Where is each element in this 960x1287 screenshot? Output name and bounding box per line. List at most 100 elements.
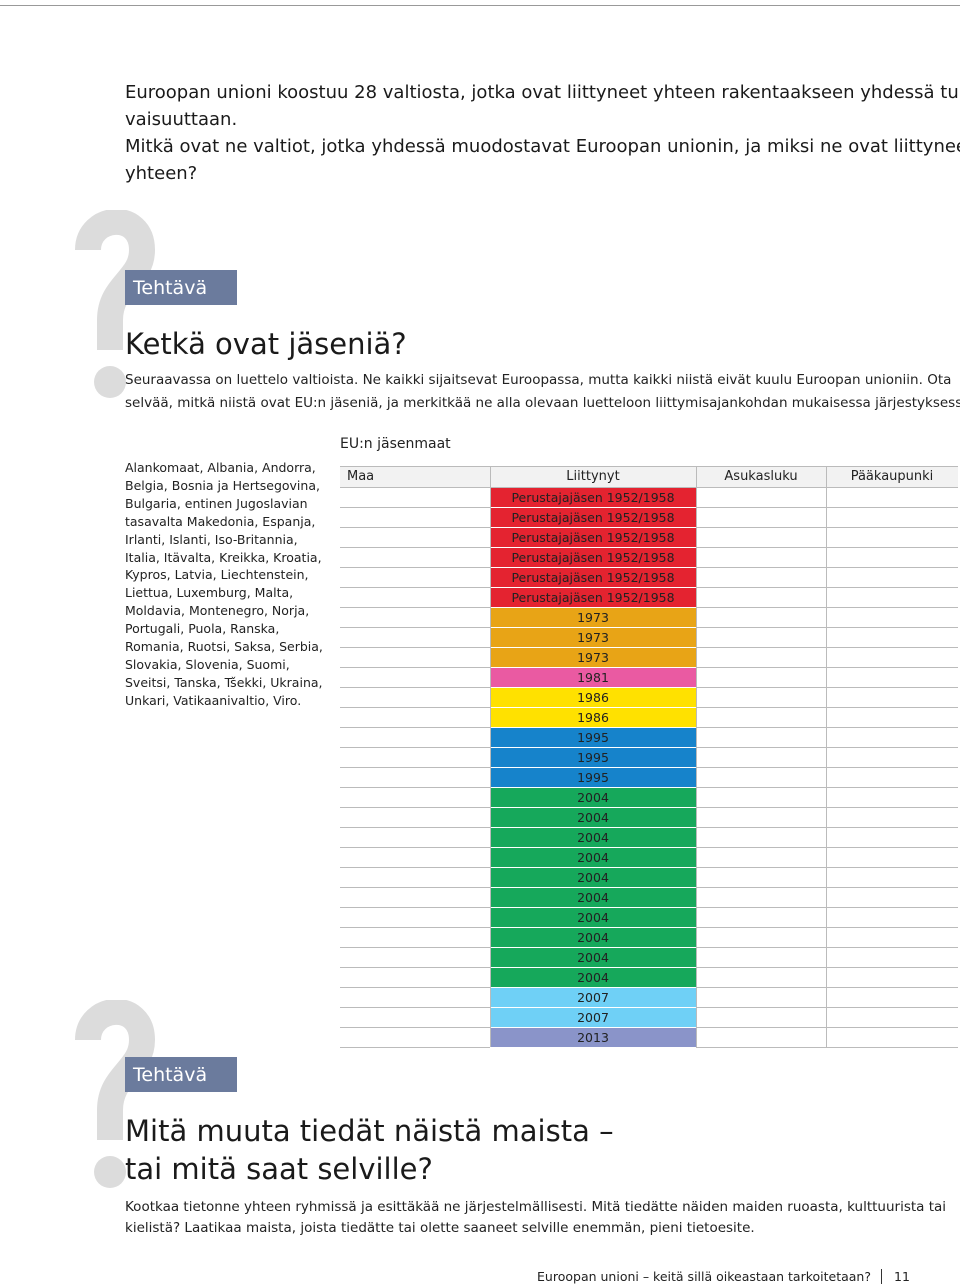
joined-cell: 2004 (490, 787, 696, 807)
row-line (696, 1027, 958, 1028)
task-text-line: kielistä? Laatikaa maista, joista tiedät… (125, 1220, 755, 1236)
top-rule (0, 5, 960, 6)
table-caption: EU:n jäsenmaat (340, 436, 451, 452)
question-icon (75, 1000, 156, 1188)
table-header: Maa (340, 466, 490, 487)
row-line (340, 947, 490, 948)
joined-cell: 2013 (490, 1027, 696, 1047)
row-line (696, 567, 958, 568)
row-line (340, 466, 958, 467)
task-heading: Ketkä ovat jäseniä? (125, 327, 407, 361)
column-line (696, 466, 697, 1047)
country-list-line: Portugali, Puola, Ranska, (125, 621, 280, 637)
row-line (696, 967, 958, 968)
joined-cell: 1995 (490, 747, 696, 767)
row-line (696, 987, 958, 988)
intro-line: yhteen? (125, 163, 198, 184)
joined-cell: 1973 (490, 607, 696, 627)
row-line (696, 667, 958, 668)
country-list-line: Italia, Itävalta, Kreikka, Kroatia, (125, 549, 322, 565)
row-line (340, 587, 490, 588)
row-line (696, 827, 958, 828)
row-line (340, 547, 490, 548)
row-line (340, 567, 490, 568)
row-line (340, 927, 490, 928)
row-line (696, 607, 958, 608)
joined-cell: 2004 (490, 847, 696, 867)
joined-cell: 2004 (490, 887, 696, 907)
joined-cell: Perustajajäsen 1952/1958 (490, 487, 696, 507)
row-line (696, 1007, 958, 1008)
row-line (340, 787, 490, 788)
table-header: Pääkaupunki (826, 466, 958, 487)
joined-cell: 2004 (490, 807, 696, 827)
joined-cell: 2007 (490, 1007, 696, 1027)
row-line (340, 487, 958, 488)
task-text-line: selvää, mitkä niistä ovat EU:n jäseniä, … (125, 395, 960, 411)
row-line (696, 847, 958, 848)
joined-cell: 1986 (490, 707, 696, 727)
row-line (340, 847, 490, 848)
joined-cell: Perustajajäsen 1952/1958 (490, 507, 696, 527)
intro-line: vaisuuttaan. (125, 109, 238, 130)
column-line (826, 466, 827, 1047)
page-number: 11 (894, 1269, 910, 1284)
row-line (340, 647, 490, 648)
joined-cell: Perustajajäsen 1952/1958 (490, 547, 696, 567)
country-list-line: Kypros, Latvia, Liechtenstein, (125, 567, 309, 583)
row-line (340, 1027, 490, 1028)
footer-title: Euroopan unioni – keitä sillä oikeastaan… (537, 1269, 882, 1284)
row-line (696, 747, 958, 748)
row-line (340, 607, 490, 608)
joined-cell: Perustajajäsen 1952/1958 (490, 567, 696, 587)
joined-cell: 1986 (490, 687, 696, 707)
row-line (340, 727, 490, 728)
row-line (340, 527, 490, 528)
row-line (696, 887, 958, 888)
task-text-line: Kootkaa tietonne yhteen ryhmissä ja esit… (125, 1199, 947, 1215)
row-line (696, 587, 958, 588)
row-line (340, 867, 490, 868)
row-line (340, 1047, 490, 1048)
joined-cell: 2004 (490, 927, 696, 947)
row-line (340, 907, 490, 908)
joined-cell: Perustajajäsen 1952/1958 (490, 527, 696, 547)
table-header: Asukasluku (696, 466, 826, 487)
joined-cell: 1973 (490, 627, 696, 647)
country-list-line: Unkari, Vatikaanivaltio, Viro. (125, 692, 302, 708)
row-line (696, 1047, 958, 1048)
row-line (340, 767, 490, 768)
row-line (696, 807, 958, 808)
row-line (696, 947, 958, 948)
country-list-line: Alankomaat, Albania, Andorra, (125, 460, 316, 475)
row-line (340, 807, 490, 808)
joined-cell: 2004 (490, 947, 696, 967)
country-list-line: Liettua, Luxemburg, Malta, (125, 585, 294, 601)
intro-line: Euroopan unioni koostuu 28 valtiosta, jo… (125, 82, 960, 103)
row-line (696, 687, 958, 688)
row-line (696, 927, 958, 928)
row-line (340, 747, 490, 748)
row-line (696, 647, 958, 648)
joined-cell: 2004 (490, 867, 696, 887)
row-line (696, 787, 958, 788)
joined-cell: 1981 (490, 667, 696, 687)
row-line (340, 1007, 490, 1008)
task-label: Tehtävä (125, 270, 237, 305)
joined-cell: Perustajajäsen 1952/1958 (490, 587, 696, 607)
country-list-line: Belgia, Bosnia ja Hertsegovina, (125, 477, 320, 493)
row-line (696, 727, 958, 728)
joined-cell: 2004 (490, 827, 696, 847)
question-icon (75, 210, 156, 398)
row-line (696, 507, 958, 508)
row-line (696, 907, 958, 908)
row-line (340, 707, 490, 708)
country-list-line: Slovakia, Slovenia, Suomi, (125, 656, 290, 672)
row-line (696, 627, 958, 628)
column-line (490, 466, 491, 1047)
task-heading: Mitä muuta tiedät näistä maista – (125, 1114, 614, 1148)
row-line (340, 687, 490, 688)
row-line (696, 527, 958, 528)
row-line (340, 987, 490, 988)
joined-cell: 1995 (490, 767, 696, 787)
